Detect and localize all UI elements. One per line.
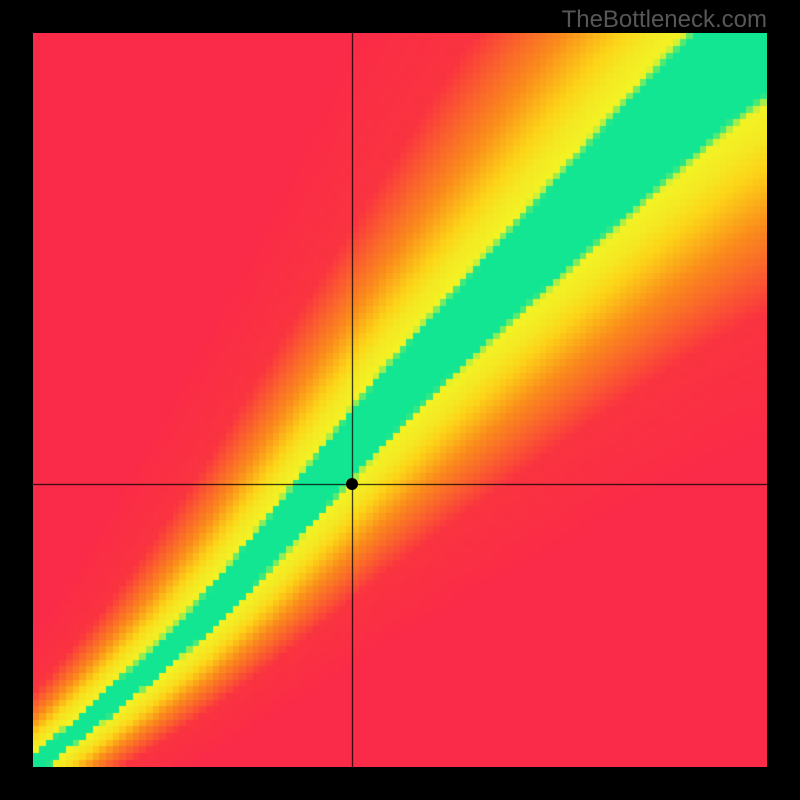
crosshair-marker [346, 478, 358, 490]
watermark-text: TheBottleneck.com [562, 6, 767, 34]
heatmap-plot [33, 33, 767, 767]
